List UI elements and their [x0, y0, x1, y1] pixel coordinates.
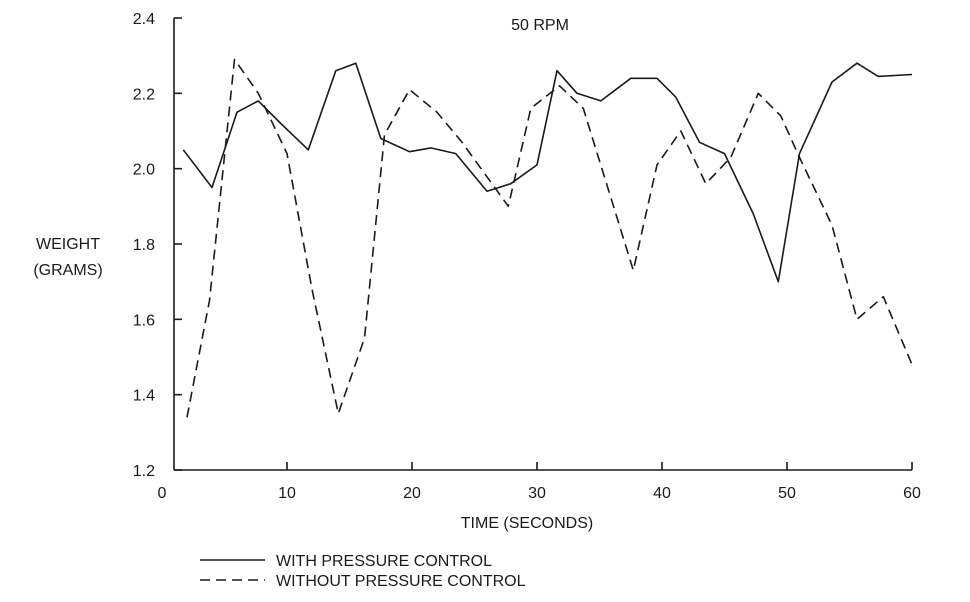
series-line-without-pressure-control — [186, 58, 913, 418]
x-tick-label: 60 — [903, 485, 921, 502]
y-tick-label: 2.0 — [133, 162, 155, 179]
y-tick-label: 1.4 — [133, 388, 155, 405]
y-tick-label: 1.8 — [133, 237, 155, 254]
x-ticks: 0 10 20 30 40 50 60 — [158, 462, 921, 502]
y-tick-label: 2.4 — [133, 11, 155, 28]
y-tick-label: 1.6 — [133, 312, 155, 329]
legend-label-with-pressure-control: WITH PRESSURE CONTROL — [276, 553, 492, 570]
x-tick-label: 0 — [158, 485, 167, 502]
x-tick-label: 50 — [778, 485, 796, 502]
axes — [173, 18, 912, 471]
x-tick-label: 10 — [278, 485, 296, 502]
y-tick-label: 1.2 — [133, 463, 155, 480]
series-line-with-pressure-control — [182, 62, 913, 283]
chart-title: 50 RPM — [511, 17, 569, 34]
legend: WITH PRESSURE CONTROL WITHOUT PRESSURE C… — [200, 553, 526, 590]
y-axis-title-line-1: WEIGHT — [36, 236, 100, 253]
series-layer — [182, 58, 913, 418]
x-tick-label: 20 — [403, 485, 421, 502]
x-tick-label: 30 — [528, 485, 546, 502]
x-axis-title: TIME (SECONDS) — [461, 515, 593, 532]
legend-label-without-pressure-control: WITHOUT PRESSURE CONTROL — [276, 573, 526, 590]
x-tick-label: 40 — [653, 485, 671, 502]
y-tick-label: 2.2 — [133, 86, 155, 103]
y-axis-title-line-2: (GRAMS) — [33, 262, 102, 279]
y-ticks: 1.2 1.4 1.6 1.8 2.0 2.2 2.4 — [133, 11, 182, 480]
